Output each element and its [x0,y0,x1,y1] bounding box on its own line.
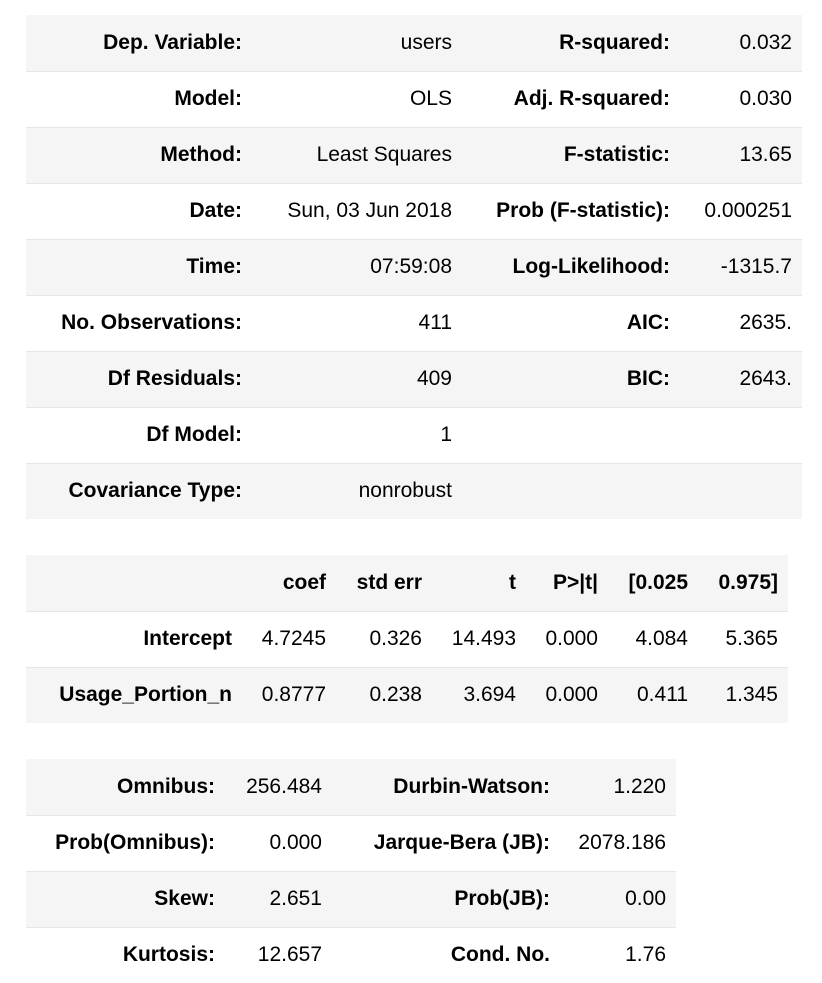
diagnostics-row: Prob(Omnibus): 0.000 Jarque-Bera (JB): 2… [26,815,676,872]
summary-value: 2643. [680,351,802,408]
diagnostics-table: Omnibus: 256.484 Durbin-Watson: 1.220 Pr… [26,759,676,983]
summary-value [680,407,802,464]
diagnostics-value: 1.76 [560,927,676,983]
coefficient-value: 0.000 [526,667,608,723]
diagnostics-value: 2.651 [225,871,332,928]
coefficients-table: coef std err t P>|t| [0.025 0.975] Inter… [26,555,788,723]
column-header: P>|t| [526,555,608,612]
summary-row: Model: OLS Adj. R-squared: 0.030 [26,71,802,128]
summary-value: Sun, 03 Jun 2018 [252,183,462,240]
summary-value: 411 [252,295,462,352]
coefficient-row: Intercept 4.7245 0.326 14.493 0.000 4.08… [26,611,788,668]
diagnostics-value: 256.484 [225,759,332,816]
diagnostics-label: Skew: [26,871,225,928]
diagnostics-row: Omnibus: 256.484 Durbin-Watson: 1.220 [26,759,676,816]
diagnostics-value: 2078.186 [560,815,676,872]
summary-row: Method: Least Squares F-statistic: 13.65 [26,127,802,184]
column-header: std err [336,555,432,612]
summary-value: 0.030 [680,71,802,128]
coefficient-name: Intercept [26,611,242,668]
summary-label: Prob (F-statistic): [462,183,680,240]
summary-row: Df Model: 1 [26,407,802,464]
diagnostics-label: Durbin-Watson: [332,759,560,816]
summary-value: 2635. [680,295,802,352]
summary-label: Time: [26,239,252,296]
summary-row: Date: Sun, 03 Jun 2018 Prob (F-statistic… [26,183,802,240]
summary-row: Dep. Variable: users R-squared: 0.032 [26,15,802,72]
summary-value: 0.000251 [680,183,802,240]
summary-label [462,407,680,464]
summary-label: F-statistic: [462,127,680,184]
column-header [26,555,242,612]
summary-value: 07:59:08 [252,239,462,296]
diagnostics-label: Omnibus: [26,759,225,816]
coefficient-value: 1.345 [698,667,788,723]
summary-label: Model: [26,71,252,128]
summary-label: Df Residuals: [26,351,252,408]
summary-value: 0.032 [680,15,802,72]
summary-label: Covariance Type: [26,463,252,519]
summary-row: Covariance Type: nonrobust [26,463,802,519]
diagnostics-row: Kurtosis: 12.657 Cond. No. 1.76 [26,927,676,983]
coefficient-row: Usage_Portion_n 0.8777 0.238 3.694 0.000… [26,667,788,723]
summary-value: users [252,15,462,72]
diagnostics-label: Kurtosis: [26,927,225,983]
diagnostics-value: 0.000 [225,815,332,872]
diagnostics-value: 1.220 [560,759,676,816]
summary-label: Date: [26,183,252,240]
coefficient-value: 0.000 [526,611,608,668]
summary-value: 13.65 [680,127,802,184]
model-summary-table: Dep. Variable: users R-squared: 0.032 Mo… [26,15,802,519]
coefficient-value: 0.326 [336,611,432,668]
column-header: 0.975] [698,555,788,612]
diagnostics-label: Prob(Omnibus): [26,815,225,872]
coefficient-value: 4.084 [608,611,698,668]
coefficient-value: 14.493 [432,611,526,668]
column-header: t [432,555,526,612]
coefficient-name: Usage_Portion_n [26,667,242,723]
summary-value: OLS [252,71,462,128]
coefficient-value: 4.7245 [242,611,336,668]
coefficients-header-row: coef std err t P>|t| [0.025 0.975] [26,555,788,612]
diagnostics-value: 12.657 [225,927,332,983]
column-header: coef [242,555,336,612]
coefficient-value: 5.365 [698,611,788,668]
summary-label: Adj. R-squared: [462,71,680,128]
summary-row: Time: 07:59:08 Log-Likelihood: -1315.7 [26,239,802,296]
diagnostics-label: Jarque-Bera (JB): [332,815,560,872]
summary-value: 1 [252,407,462,464]
summary-label: Log-Likelihood: [462,239,680,296]
summary-value: nonrobust [252,463,462,519]
summary-value: Least Squares [252,127,462,184]
summary-label [462,463,680,519]
summary-label: No. Observations: [26,295,252,352]
summary-value: -1315.7 [680,239,802,296]
summary-value [680,463,802,519]
coefficient-value: 0.8777 [242,667,336,723]
summary-row: Df Residuals: 409 BIC: 2643. [26,351,802,408]
diagnostics-row: Skew: 2.651 Prob(JB): 0.00 [26,871,676,928]
coefficient-value: 0.411 [608,667,698,723]
coefficient-value: 0.238 [336,667,432,723]
summary-label: BIC: [462,351,680,408]
column-header: [0.025 [608,555,698,612]
summary-label: Dep. Variable: [26,15,252,72]
diagnostics-label: Cond. No. [332,927,560,983]
diagnostics-value: 0.00 [560,871,676,928]
diagnostics-label: Prob(JB): [332,871,560,928]
summary-value: 409 [252,351,462,408]
summary-label: AIC: [462,295,680,352]
summary-row: No. Observations: 411 AIC: 2635. [26,295,802,352]
summary-label: Df Model: [26,407,252,464]
summary-label: R-squared: [462,15,680,72]
coefficient-value: 3.694 [432,667,526,723]
summary-label: Method: [26,127,252,184]
